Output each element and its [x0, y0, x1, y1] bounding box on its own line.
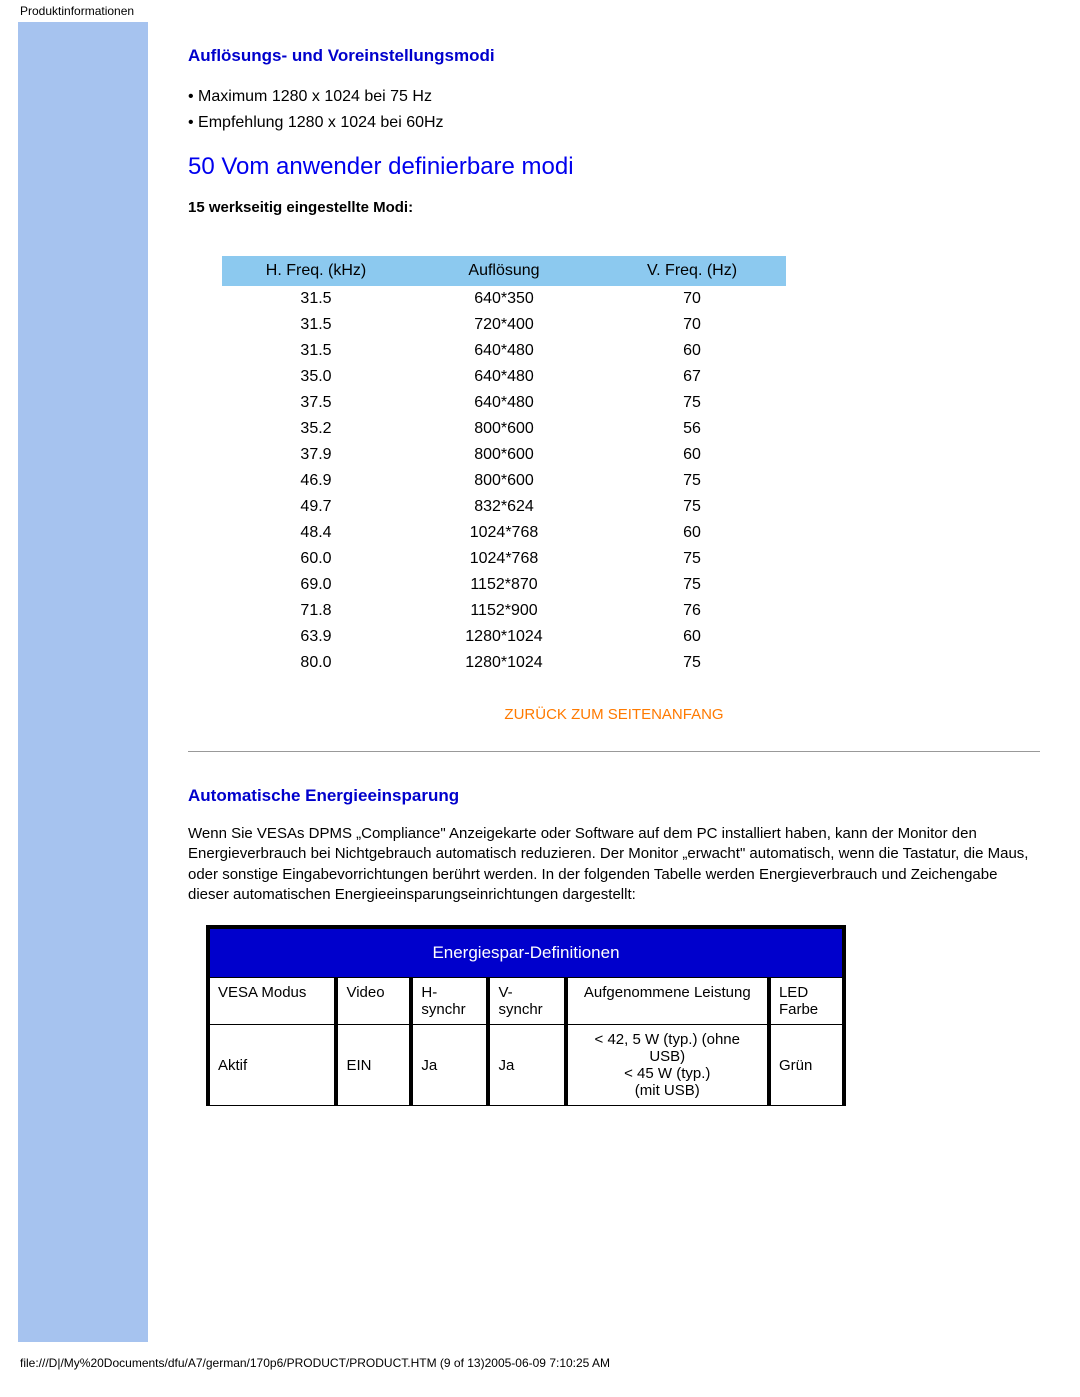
table-cell: 31.5: [222, 312, 410, 338]
table-cell: 800*600: [410, 416, 598, 442]
table-cell: 70: [598, 286, 786, 312]
table-cell: 75: [598, 468, 786, 494]
col-v-freq: V. Freq. (Hz): [598, 256, 786, 286]
table-cell: Grün: [769, 1025, 844, 1106]
table-cell: 75: [598, 650, 786, 676]
table-cell: 60: [598, 520, 786, 546]
table-cell: 1152*870: [410, 572, 598, 598]
table-cell: 48.4: [222, 520, 410, 546]
energy-table-header-row: VESA Modus Video H-synchr V-synchr Aufge…: [208, 978, 844, 1025]
table-cell: 49.7: [222, 494, 410, 520]
table-cell: 71.8: [222, 598, 410, 624]
table-row: 80.01280*102475: [222, 650, 786, 676]
col-vesa-mode: VESA Modus: [208, 978, 336, 1025]
table-cell: 60: [598, 338, 786, 364]
energy-table: Energiespar-Definitionen VESA Modus Vide…: [206, 925, 846, 1106]
table-row: 49.7832*62475: [222, 494, 786, 520]
content-area: Auflösungs- und Voreinstellungsmodi Maxi…: [148, 22, 1062, 1342]
table-cell: 800*600: [410, 442, 598, 468]
table-cell: 56: [598, 416, 786, 442]
table-cell: 35.2: [222, 416, 410, 442]
table-row: 71.81152*90076: [222, 598, 786, 624]
table-cell: Aktif: [208, 1025, 336, 1106]
energy-table-title-row: Energiespar-Definitionen: [208, 927, 844, 978]
table-cell: 31.5: [222, 286, 410, 312]
col-video: Video: [336, 978, 411, 1025]
table-cell: 60.0: [222, 546, 410, 572]
table-cell: 37.5: [222, 390, 410, 416]
table-cell: 800*600: [410, 468, 598, 494]
energy-saving-heading: Automatische Energieeinsparung: [188, 786, 1040, 806]
table-cell: 80.0: [222, 650, 410, 676]
energy-paragraph: Wenn Sie VESAs DPMS „Compliance" Anzeige…: [188, 824, 1040, 905]
table-header-row: H. Freq. (kHz) Auflösung V. Freq. (Hz): [222, 256, 786, 286]
user-definable-modes-heading: 50 Vom anwender definierbare modi: [188, 153, 1040, 181]
resolution-bullets: Maximum 1280 x 1024 bei 75 Hz Empfehlung…: [188, 84, 1040, 135]
col-h-sync: H-synchr: [411, 978, 488, 1025]
table-cell: 75: [598, 546, 786, 572]
table-row: 31.5640*35070: [222, 286, 786, 312]
table-row: 48.41024*76860: [222, 520, 786, 546]
table-cell: 640*350: [410, 286, 598, 312]
table-cell: 60: [598, 442, 786, 468]
table-row: 63.91280*102460: [222, 624, 786, 650]
table-cell: 1280*1024: [410, 650, 598, 676]
table-cell: 832*624: [410, 494, 598, 520]
page-footer: file:///D|/My%20Documents/dfu/A7/german/…: [0, 1342, 1080, 1370]
modes-table: H. Freq. (kHz) Auflösung V. Freq. (Hz) 3…: [222, 256, 786, 676]
back-to-top-link[interactable]: ZURÜCK ZUM SEITENANFANG: [188, 706, 1040, 723]
table-row: 37.5640*48075: [222, 390, 786, 416]
table-cell: 60: [598, 624, 786, 650]
table-cell: Ja: [411, 1025, 488, 1106]
table-cell: EIN: [336, 1025, 411, 1106]
table-cell: 63.9: [222, 624, 410, 650]
section-divider: [188, 751, 1040, 752]
table-cell: 69.0: [222, 572, 410, 598]
table-row: AktifEINJaJa< 42, 5 W (typ.) (ohne USB)<…: [208, 1025, 844, 1106]
table-cell: 1280*1024: [410, 624, 598, 650]
factory-modes-subheading: 15 werkseitig eingestellte Modi:: [188, 199, 1040, 216]
table-cell: 640*480: [410, 338, 598, 364]
table-cell: 76: [598, 598, 786, 624]
table-cell: 75: [598, 572, 786, 598]
col-resolution: Auflösung: [410, 256, 598, 286]
table-cell: 35.0: [222, 364, 410, 390]
table-row: 37.9800*60060: [222, 442, 786, 468]
page-header-label: Produktinformationen: [0, 0, 1080, 22]
table-cell: 1152*900: [410, 598, 598, 624]
bullet-item: Maximum 1280 x 1024 bei 75 Hz: [188, 84, 1040, 110]
table-cell: < 42, 5 W (typ.) (ohne USB)< 45 W (typ.)…: [566, 1025, 769, 1106]
col-power: Aufgenommene Leistung: [566, 978, 769, 1025]
col-led-color: LED Farbe: [769, 978, 844, 1025]
table-cell: 75: [598, 390, 786, 416]
col-v-sync: V-synchr: [488, 978, 565, 1025]
table-row: 31.5640*48060: [222, 338, 786, 364]
table-cell: 1024*768: [410, 546, 598, 572]
table-cell: 37.9: [222, 442, 410, 468]
table-cell: 70: [598, 312, 786, 338]
content-frame: Auflösungs- und Voreinstellungsmodi Maxi…: [18, 22, 1062, 1342]
table-cell: 640*480: [410, 364, 598, 390]
table-cell: 46.9: [222, 468, 410, 494]
table-row: 31.5720*40070: [222, 312, 786, 338]
table-cell: Ja: [488, 1025, 565, 1106]
table-row: 35.0640*48067: [222, 364, 786, 390]
table-cell: 720*400: [410, 312, 598, 338]
resolution-modes-heading: Auflösungs- und Voreinstellungsmodi: [188, 46, 1040, 66]
table-row: 60.01024*76875: [222, 546, 786, 572]
bullet-item: Empfehlung 1280 x 1024 bei 60Hz: [188, 110, 1040, 136]
table-cell: 67: [598, 364, 786, 390]
table-row: 69.01152*87075: [222, 572, 786, 598]
table-row: 35.2800*60056: [222, 416, 786, 442]
table-cell: 75: [598, 494, 786, 520]
table-cell: 1024*768: [410, 520, 598, 546]
col-h-freq: H. Freq. (kHz): [222, 256, 410, 286]
energy-table-title: Energiespar-Definitionen: [208, 927, 844, 978]
table-row: 46.9800*60075: [222, 468, 786, 494]
table-cell: 31.5: [222, 338, 410, 364]
table-cell: 640*480: [410, 390, 598, 416]
